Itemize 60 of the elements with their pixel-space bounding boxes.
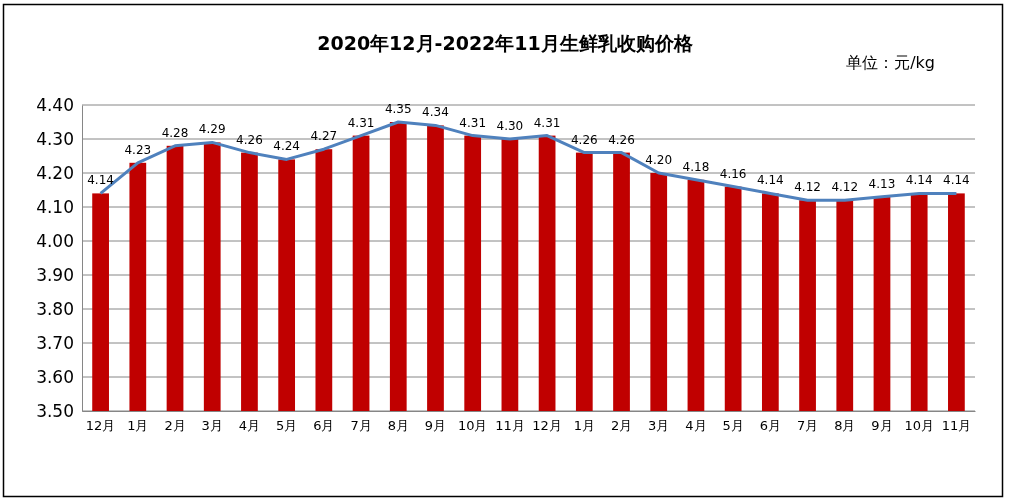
x-tick-label: 8月	[387, 418, 409, 434]
data-label: 4.14	[943, 173, 970, 188]
data-label: 4.29	[198, 122, 226, 137]
data-label: 4.13	[868, 176, 896, 191]
data-label: 4.31	[533, 115, 561, 130]
data-label: 4.12	[831, 180, 859, 195]
x-tick-label: 8月	[834, 418, 856, 434]
y-tick-label: 3.50	[36, 400, 74, 421]
data-label: 4.35	[384, 102, 412, 116]
x-tick-label: 4月	[238, 418, 261, 434]
data-label: 4.14	[905, 173, 933, 188]
y-tick-label: 4.20	[36, 162, 74, 183]
x-tick-label: 11月	[941, 418, 972, 434]
x-tick-label: 7月	[350, 418, 372, 434]
data-label: 4.31	[347, 115, 375, 130]
data-label: 4.31	[459, 115, 487, 130]
data-label: 4.18	[682, 159, 710, 174]
data-label: 4.34	[422, 105, 449, 120]
y-tick-label: 4.10	[36, 196, 74, 217]
x-tick-label: 12月	[85, 418, 116, 434]
y-tick-label: 4.40	[36, 94, 74, 115]
x-tick-label: 4月	[685, 418, 707, 434]
x-tick-label: 6月	[313, 418, 335, 434]
data-label: 4.26	[236, 132, 263, 147]
x-tick-label: 7月	[796, 418, 819, 434]
x-tick-label: 1月	[573, 418, 595, 434]
x-tick-label: 11月	[495, 418, 525, 434]
x-tick-label: 2月	[164, 418, 186, 434]
data-label: 4.24	[273, 139, 301, 154]
x-tick-label: 9月	[871, 418, 893, 434]
data-label: 4.27	[310, 129, 338, 144]
data-label: 4.14	[87, 173, 114, 188]
y-tick-label: 3.60	[36, 366, 74, 387]
y-tick-label: 4.30	[36, 128, 74, 149]
x-tick-label: 5月	[276, 418, 298, 434]
data-label: 4.14	[756, 173, 784, 188]
data-label: 4.30	[496, 119, 524, 133]
x-tick-label: 3月	[201, 418, 223, 434]
text: 单位：元/kg	[846, 53, 935, 72]
data-label: 4.28	[161, 125, 189, 140]
x-tick-label: 1月	[127, 418, 149, 434]
y-tick-label: 3.80	[36, 298, 74, 319]
x-tick-label: 9月	[424, 418, 447, 434]
y-tick-label: 3.70	[36, 332, 74, 353]
y-tick-label: 3.90	[36, 264, 74, 285]
data-label: 4.12	[794, 180, 821, 195]
data-label: 4.26	[570, 132, 598, 147]
x-tick-label: 2月	[610, 418, 633, 434]
x-tick-label: 5月	[722, 418, 744, 434]
x-tick-label: 3月	[648, 418, 670, 434]
data-label: 4.16	[719, 166, 747, 181]
chart-title: 2020年12月-2022年11月生鲜乳收购价格	[317, 32, 694, 54]
x-tick-label: 10月	[904, 418, 934, 434]
x-tick-label: 12月	[532, 418, 562, 434]
x-tick-label: 10月	[457, 418, 488, 434]
data-label: 4.20	[645, 153, 673, 167]
data-label: 4.26	[608, 132, 635, 147]
y-tick-label: 4.00	[36, 230, 74, 251]
x-tick-label: 6月	[759, 418, 781, 434]
data-label: 4.23	[124, 142, 152, 157]
